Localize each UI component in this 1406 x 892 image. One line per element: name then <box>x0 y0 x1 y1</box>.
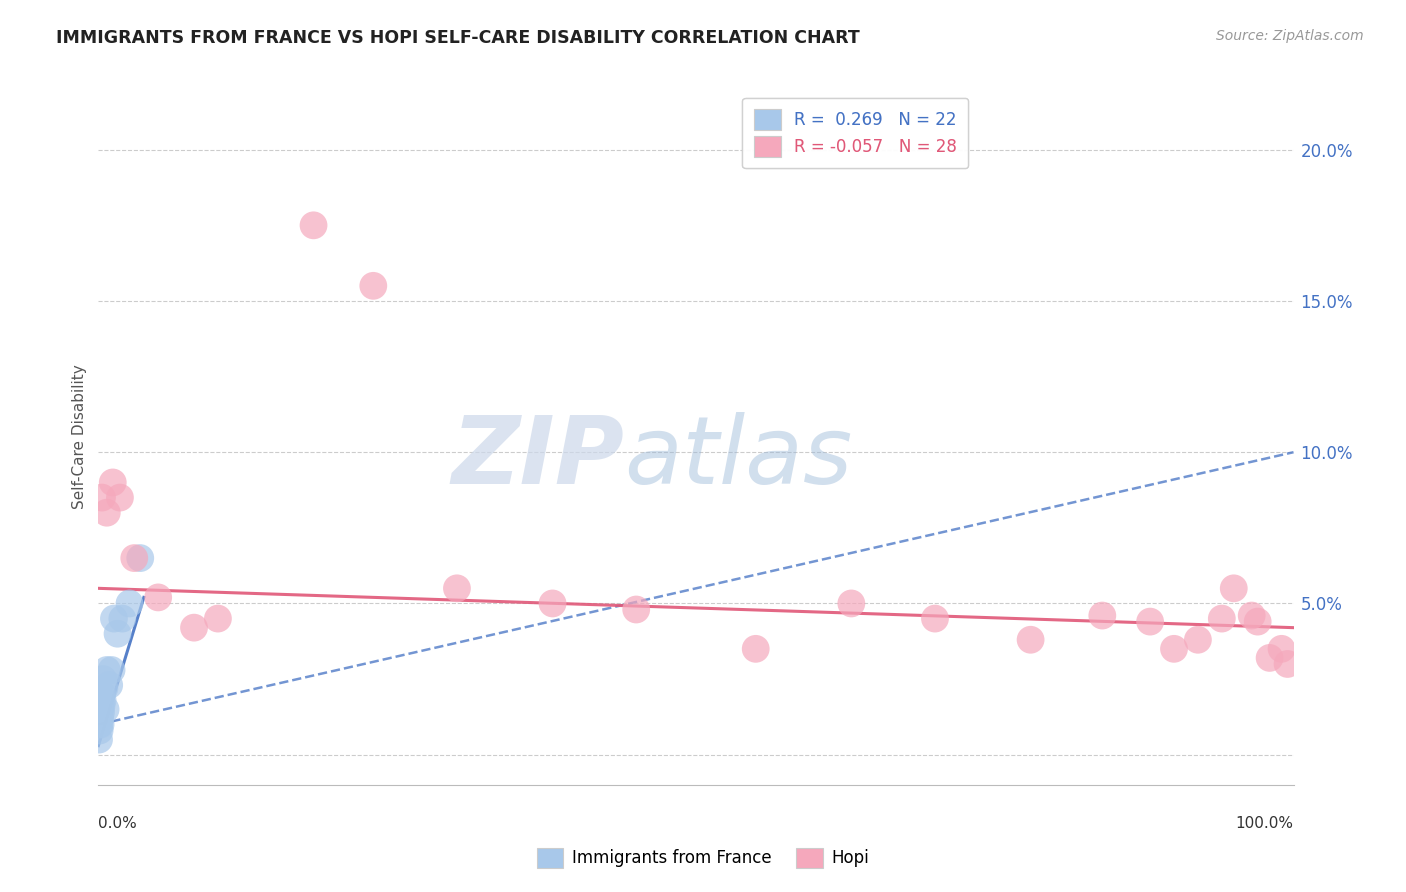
Text: 0.0%: 0.0% <box>98 816 138 830</box>
Point <box>124 551 146 566</box>
Point <box>91 491 114 505</box>
Point <box>98 678 121 692</box>
Point <box>107 626 129 640</box>
Point <box>1258 651 1281 665</box>
Point <box>91 672 114 686</box>
Point <box>89 717 111 731</box>
Point <box>1163 641 1185 656</box>
Point <box>89 711 111 725</box>
Point <box>1240 608 1263 623</box>
Point <box>90 699 112 714</box>
Point <box>91 693 114 707</box>
Point <box>1139 615 1161 629</box>
Point <box>93 681 115 695</box>
Point <box>148 591 170 605</box>
Point <box>183 621 205 635</box>
Point <box>108 491 131 505</box>
Point <box>1019 632 1042 647</box>
Text: ZIP: ZIP <box>451 412 624 504</box>
Text: IMMIGRANTS FROM FRANCE VS HOPI SELF-CARE DISABILITY CORRELATION CHART: IMMIGRANTS FROM FRANCE VS HOPI SELF-CARE… <box>56 29 860 46</box>
Point <box>96 663 118 677</box>
Point <box>446 582 468 596</box>
Point <box>1211 611 1233 625</box>
Point <box>111 611 134 625</box>
Point <box>207 611 229 625</box>
Point <box>87 732 110 747</box>
Point <box>90 706 112 720</box>
Point <box>363 278 385 293</box>
Point <box>1271 641 1294 656</box>
Point <box>90 717 112 731</box>
Legend: Immigrants from France, Hopi: Immigrants from France, Hopi <box>530 841 876 875</box>
Point <box>541 597 564 611</box>
Point <box>626 602 648 616</box>
Point <box>1277 657 1299 671</box>
Point <box>302 219 325 233</box>
Point <box>1222 582 1246 596</box>
Point <box>129 551 152 566</box>
Point <box>1091 608 1114 623</box>
Point <box>841 597 863 611</box>
Point <box>118 597 141 611</box>
Text: atlas: atlas <box>624 412 852 503</box>
Point <box>94 702 117 716</box>
Y-axis label: Self-Care Disability: Self-Care Disability <box>72 365 87 509</box>
Point <box>1187 632 1209 647</box>
Point <box>745 641 768 656</box>
Text: Source: ZipAtlas.com: Source: ZipAtlas.com <box>1216 29 1364 43</box>
Point <box>89 702 111 716</box>
Point <box>89 723 111 738</box>
Point <box>100 663 122 677</box>
Text: 100.0%: 100.0% <box>1236 816 1294 830</box>
Point <box>90 693 112 707</box>
Point <box>101 475 124 490</box>
Point <box>91 687 114 701</box>
Legend: R =  0.269   N = 22, R = -0.057   N = 28: R = 0.269 N = 22, R = -0.057 N = 28 <box>742 97 969 169</box>
Point <box>96 506 118 520</box>
Point <box>103 611 125 625</box>
Point <box>924 611 946 625</box>
Point <box>1246 615 1268 629</box>
